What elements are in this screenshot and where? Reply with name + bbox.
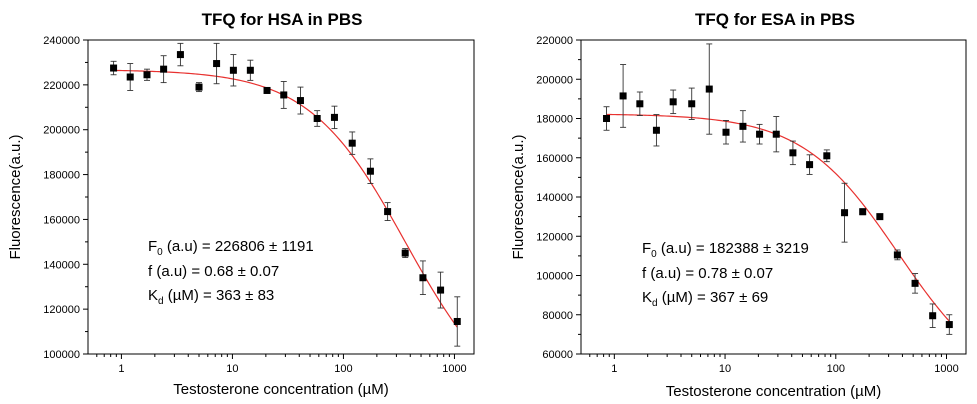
x-axis-label: Testosterone concentration (µM) bbox=[173, 381, 388, 398]
data-point bbox=[911, 279, 919, 287]
data-point bbox=[823, 152, 831, 160]
data-point bbox=[176, 51, 184, 59]
x-tick-label: 1000 bbox=[934, 363, 958, 375]
data-point bbox=[195, 83, 203, 91]
data-point bbox=[213, 60, 221, 68]
data-point bbox=[603, 115, 611, 122]
data-point bbox=[246, 66, 254, 74]
y-tick-label: 100000 bbox=[536, 271, 573, 283]
chart-title: TFQ for HSA in PBS bbox=[202, 10, 363, 29]
y-tick-label: 220000 bbox=[43, 80, 80, 92]
annotation-symbol: F bbox=[148, 238, 157, 255]
annotation-symbol: f (a.u) = 0.68 ± 0.07 bbox=[148, 263, 279, 280]
annotation-subscript: d bbox=[158, 296, 164, 307]
data-point bbox=[160, 65, 168, 73]
data-point bbox=[772, 130, 780, 138]
y-tick-label: 120000 bbox=[43, 304, 80, 316]
data-point bbox=[366, 167, 374, 175]
data-point bbox=[739, 122, 747, 130]
y-tick-label: 60000 bbox=[542, 349, 573, 361]
y-tick-label: 120000 bbox=[536, 231, 573, 243]
x-tick-label: 100 bbox=[827, 363, 845, 375]
y-tick-label: 180000 bbox=[536, 114, 573, 126]
annotation-value: (µM) = 367 ± 69 bbox=[658, 289, 769, 306]
fit-annotation-line: F0 (a.u) = 226806 ± 1191 bbox=[148, 238, 314, 258]
y-tick-label: 140000 bbox=[536, 192, 573, 204]
chart-panel-esa: TFQ for ESA in PBS6000080000100000120000… bbox=[510, 10, 967, 400]
annotation-value: (a.u) = 182388 ± 3219 bbox=[657, 240, 809, 257]
chart-panel-hsa: TFQ for HSA in PBS 100000 120000 140000 1600… bbox=[7, 10, 475, 398]
data-point bbox=[263, 86, 271, 94]
data-point bbox=[806, 161, 814, 169]
y-tick-label: 100000 bbox=[43, 349, 80, 361]
x-tick-label: 10 bbox=[719, 363, 731, 375]
y-tick-label: 80000 bbox=[542, 310, 573, 322]
annotation-subscript: d bbox=[652, 298, 658, 309]
data-point bbox=[453, 317, 461, 325]
chart-title: TFQ for ESA in PBS bbox=[695, 10, 855, 29]
annotation-subscript: 0 bbox=[157, 247, 163, 258]
y-axis-label: Fluorescence(a.u.) bbox=[7, 134, 24, 259]
y-tick-label: 220000 bbox=[536, 35, 573, 47]
y-tick-label: 200000 bbox=[536, 74, 573, 86]
x-tick-label: 1 bbox=[611, 363, 617, 375]
annotation-symbol: F bbox=[642, 240, 651, 257]
fit-annotation-line: Kd (µM) = 363 ± 83 bbox=[148, 287, 274, 307]
data-point bbox=[893, 251, 901, 259]
data-point bbox=[229, 66, 237, 74]
data-point bbox=[619, 92, 627, 100]
data-point bbox=[437, 286, 445, 294]
data-point bbox=[330, 113, 338, 121]
data-point bbox=[652, 126, 660, 134]
data-point bbox=[669, 98, 677, 106]
x-tick-label: 1 bbox=[118, 363, 124, 375]
y-axis-label: Fluorescence(a.u.) bbox=[510, 134, 527, 259]
data-point bbox=[705, 85, 713, 93]
data-point bbox=[756, 130, 764, 138]
annotation-symbol: K bbox=[642, 289, 652, 306]
data-point bbox=[348, 139, 356, 147]
x-tick-label: 10 bbox=[226, 363, 238, 375]
data-point bbox=[859, 208, 867, 216]
data-point bbox=[722, 128, 730, 136]
data-point bbox=[929, 312, 937, 320]
data-point bbox=[419, 274, 427, 282]
plot-frame bbox=[87, 39, 475, 355]
data-point bbox=[688, 100, 696, 108]
data-point bbox=[789, 149, 797, 157]
x-axis-label: Testosterone concentration (µM) bbox=[666, 383, 881, 400]
y-tick-label: 180000 bbox=[43, 170, 80, 182]
data-point bbox=[313, 115, 321, 122]
data-point bbox=[126, 73, 134, 81]
data-point bbox=[876, 213, 884, 221]
x-tick-label: 100 bbox=[334, 363, 352, 375]
data-point bbox=[110, 64, 118, 72]
data-point bbox=[296, 97, 304, 105]
data-point bbox=[280, 91, 288, 99]
data-point bbox=[401, 249, 409, 257]
y-tick-label: 160000 bbox=[43, 214, 80, 226]
x-tick-label: 1000 bbox=[442, 363, 466, 375]
y-tick-label: 200000 bbox=[43, 125, 80, 137]
data-point bbox=[384, 208, 392, 216]
fit-annotation-line: F0 (a.u) = 182388 ± 3219 bbox=[642, 240, 809, 260]
y-tick-label: 160000 bbox=[536, 153, 573, 165]
annotation-value: (a.u) = 226806 ± 1191 bbox=[163, 238, 314, 255]
data-point bbox=[841, 209, 849, 217]
fit-annotation-line: f (a.u) = 0.78 ± 0.07 bbox=[642, 265, 773, 282]
fit-annotation-line: f (a.u) = 0.68 ± 0.07 bbox=[148, 263, 279, 280]
data-point bbox=[636, 100, 644, 108]
data-point bbox=[143, 71, 151, 79]
annotation-symbol: K bbox=[148, 287, 158, 304]
fit-annotation-line: Kd (µM) = 367 ± 69 bbox=[642, 289, 768, 309]
y-tick-label: 140000 bbox=[43, 259, 80, 271]
plot-frame bbox=[580, 39, 967, 355]
annotation-value: (µM) = 363 ± 83 bbox=[164, 287, 275, 304]
annotation-symbol: f (a.u) = 0.78 ± 0.07 bbox=[642, 265, 773, 282]
y-tick-label: 240000 bbox=[43, 35, 80, 47]
annotation-subscript: 0 bbox=[651, 249, 657, 260]
data-point bbox=[945, 321, 953, 329]
